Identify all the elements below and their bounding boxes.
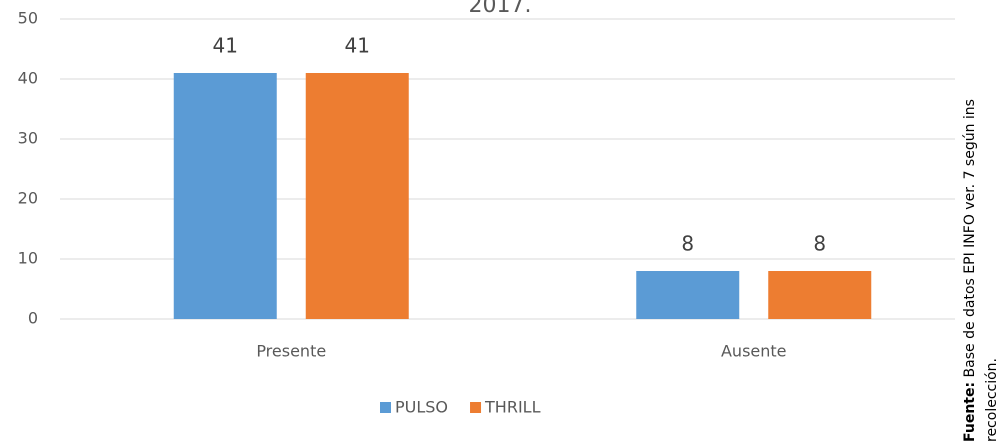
chart-title: 2017. — [469, 0, 532, 18]
x-tick-label: Presente — [256, 342, 326, 361]
y-tick-label: 40 — [18, 69, 38, 88]
legend-swatch — [380, 402, 391, 413]
source-note: Fuente: Base de datos EPI INFO ver. 7 se… — [962, 99, 978, 442]
y-tick-label: 0 — [28, 309, 38, 328]
bar — [768, 271, 872, 319]
y-tick-label: 30 — [18, 129, 38, 148]
data-label: 41 — [345, 34, 370, 58]
data-label: 8 — [681, 232, 694, 256]
legend-swatch — [470, 402, 482, 413]
x-tick-label: Ausente — [721, 342, 787, 361]
data-label: 8 — [813, 232, 826, 256]
bar — [636, 271, 740, 319]
y-tick-label: 20 — [18, 189, 38, 208]
source-text: Base de datos EPI INFO ver. 7 según ins — [962, 99, 978, 377]
source-label: Fuente: — [962, 382, 978, 442]
bar — [305, 73, 409, 319]
source-line: recolección. — [984, 358, 1000, 442]
y-tick-label: 10 — [18, 249, 38, 268]
legend-label: PULSO — [395, 398, 448, 417]
legend-label: THRILL — [484, 398, 541, 417]
data-label: 41 — [213, 34, 238, 58]
y-tick-label: 50 — [18, 9, 38, 28]
bar — [173, 73, 277, 319]
